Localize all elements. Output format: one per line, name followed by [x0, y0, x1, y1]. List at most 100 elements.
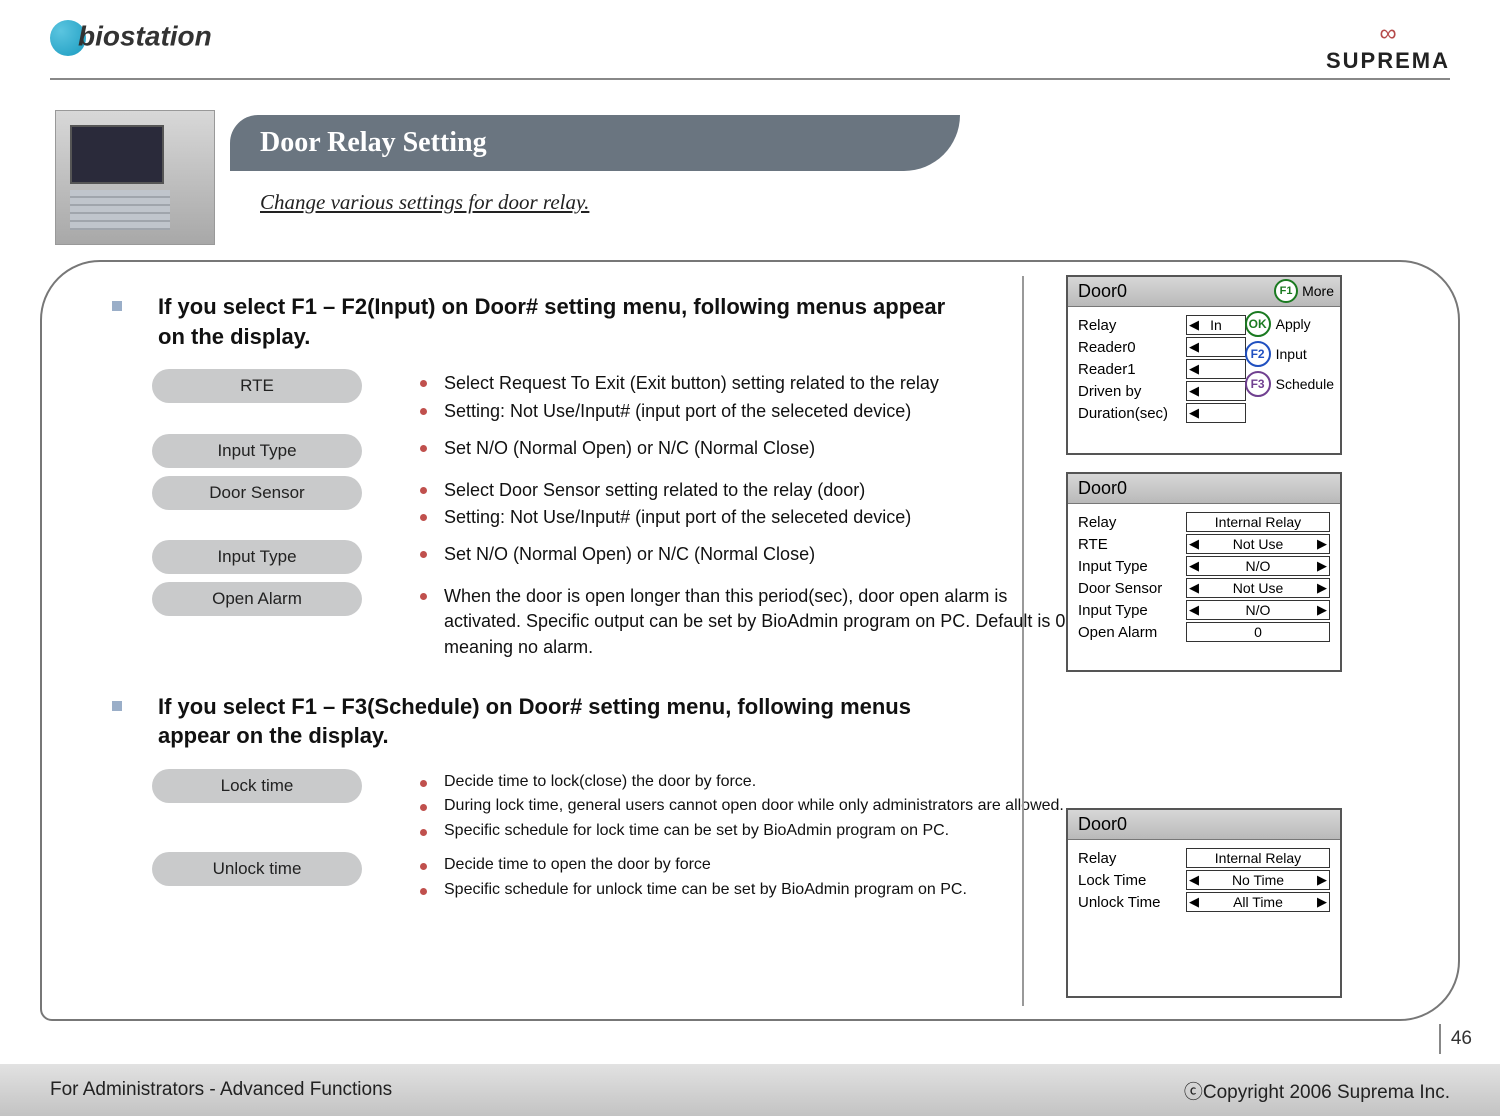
bullet-list: Select Request To Exit (Exit button) set… [416, 369, 1076, 425]
infinity-icon: ∞ [1326, 20, 1450, 48]
lcd-panel-3: Door0 RelayInternal RelayLock TimeNo Tim… [1066, 808, 1342, 998]
lcd-field-label: Driven by [1078, 383, 1186, 400]
logo-suprema: ∞ SUPREMA [1326, 20, 1450, 74]
bullet-list: Set N/O (Normal Open) or N/C (Normal Clo… [416, 434, 1076, 463]
bullet-item: Decide time to lock(close) the door by f… [416, 771, 1076, 793]
section-1-text: If you select F1 – F2(Input) on Door# se… [158, 292, 948, 351]
device-thumbnail [55, 110, 215, 245]
f2-label: Input [1276, 346, 1307, 362]
lcd1-header: Door0 F1 More [1068, 277, 1340, 307]
lcd-value-box[interactable] [1186, 403, 1246, 423]
lcd-value-box[interactable]: In [1186, 315, 1246, 335]
lcd-value-box[interactable]: All Time [1186, 892, 1330, 912]
lcd-field-label: Reader0 [1078, 339, 1186, 356]
bullet-item: Select Request To Exit (Exit button) set… [416, 371, 1076, 396]
square-bullet-icon [112, 701, 122, 711]
lcd-field-row: Input TypeN/O [1078, 556, 1330, 576]
lcd-field-label: Unlock Time [1078, 894, 1186, 911]
lcd3-header: Door0 [1068, 810, 1340, 840]
lcd-field-label: Duration(sec) [1078, 405, 1186, 422]
footer-right: ⓒCopyright 2006 Suprema Inc. [1184, 1077, 1450, 1104]
lcd-field-row: RelayInternal Relay [1078, 512, 1330, 532]
logo-left-text: biostation [78, 20, 212, 51]
lcd-field-label: Relay [1078, 514, 1186, 531]
lcd-field-row: RTENot Use [1078, 534, 1330, 554]
bullet-item: Select Door Sensor setting related to th… [416, 478, 1076, 503]
bullet-item: Set N/O (Normal Open) or N/C (Normal Clo… [416, 542, 1076, 567]
bullet-list: When the door is open longer than this p… [416, 582, 1076, 662]
lcd-value-box[interactable] [1186, 337, 1246, 357]
logo-biostation: biostation [50, 20, 212, 56]
ok-icon: OK [1245, 311, 1271, 337]
lcd2-body: RelayInternal RelayRTENot UseInput TypeN… [1068, 504, 1340, 654]
lcd-field-row: Door SensorNot Use [1078, 578, 1330, 598]
lcd-field-label: Reader1 [1078, 361, 1186, 378]
bullet-item: Decide time to open the door by force [416, 854, 1076, 876]
f2-icon: F2 [1245, 341, 1271, 367]
ok-apply-button[interactable]: OK Apply [1245, 311, 1334, 337]
lcd-field-label: Lock Time [1078, 872, 1186, 889]
ok-label: Apply [1276, 316, 1311, 332]
f3-schedule-button[interactable]: F3 Schedule [1245, 371, 1334, 397]
bullet-list: Decide time to open the door by force Spe… [416, 852, 1076, 903]
lcd-value-box[interactable] [1186, 381, 1246, 401]
vertical-divider [1022, 276, 1024, 1006]
lcd1-fn-buttons: OK Apply F2 Input F3 Schedule [1245, 311, 1334, 397]
logo-right-text: SUPREMA [1326, 48, 1450, 73]
bullet-item: Setting: Not Use/Input# (input port of t… [416, 505, 1076, 530]
lcd-field-row: Unlock TimeAll Time [1078, 892, 1330, 912]
lcd-field-label: Relay [1078, 317, 1186, 334]
setting-pill: Input Type [152, 434, 362, 468]
bullet-list: Select Door Sensor setting related to th… [416, 476, 1076, 532]
lcd-field-row: Lock TimeNo Time [1078, 870, 1330, 890]
lcd-value-box[interactable]: Not Use [1186, 578, 1330, 598]
setting-pill: Open Alarm [152, 582, 362, 616]
setting-pill: RTE [152, 369, 362, 403]
bullet-item: Specific schedule for unlock time can be… [416, 879, 1076, 901]
bullet-item: Setting: Not Use/Input# (input port of t… [416, 399, 1076, 424]
bullet-item: Specific schedule for lock time can be s… [416, 820, 1076, 842]
lcd-value-box[interactable]: No Time [1186, 870, 1330, 890]
lcd2-header: Door0 [1068, 474, 1340, 504]
lcd1-body: Relay InReader0 Reader1 Driven by Duration(… [1068, 307, 1340, 435]
footer: For Administrators - Advanced Functions … [0, 1064, 1500, 1116]
lcd-panel-1: Door0 F1 More Relay InReader0 Reader1 Driv… [1066, 275, 1342, 455]
lcd-field-label: Open Alarm [1078, 624, 1186, 641]
lcd-value-box[interactable] [1186, 359, 1246, 379]
lcd-value-box[interactable]: Not Use [1186, 534, 1330, 554]
setting-pill: Door Sensor [152, 476, 362, 510]
bullet-item: During lock time, general users cannot o… [416, 795, 1076, 817]
page-number: 46 [1439, 1024, 1472, 1054]
title-text: Door Relay Setting [260, 127, 487, 158]
setting-pill: Lock time [152, 769, 362, 803]
lcd-panel-2: Door0 RelayInternal RelayRTENot UseInput… [1066, 472, 1342, 672]
lcd3-title: Door0 [1078, 814, 1127, 834]
f3-icon: F3 [1245, 371, 1271, 397]
lcd-value-box: Internal Relay [1186, 848, 1330, 868]
square-bullet-icon [112, 301, 122, 311]
lcd-field-row: Input TypeN/O [1078, 600, 1330, 620]
lcd-value-box: 0 [1186, 622, 1330, 642]
lcd1-title: Door0 [1078, 281, 1127, 301]
lcd-field-row: Open Alarm0 [1078, 622, 1330, 642]
lcd-field-label: Relay [1078, 850, 1186, 867]
bullet-list: Decide time to lock(close) the door by f… [416, 769, 1076, 844]
lcd-value-box[interactable]: N/O [1186, 600, 1330, 620]
f3-label: Schedule [1276, 376, 1334, 392]
lcd2-title: Door0 [1078, 478, 1127, 498]
lcd-value-box: Internal Relay [1186, 512, 1330, 532]
page-title: Door Relay Setting [230, 115, 960, 171]
f1-more-button[interactable]: F1 More [1274, 279, 1334, 303]
footer-left: For Administrators - Advanced Functions [50, 1079, 392, 1101]
lcd-field-label: RTE [1078, 536, 1186, 553]
lcd-field-label: Door Sensor [1078, 580, 1186, 597]
lcd-field-row: Duration(sec) [1078, 403, 1330, 423]
f2-input-button[interactable]: F2 Input [1245, 341, 1334, 367]
lcd3-body: RelayInternal RelayLock TimeNo TimeUnloc… [1068, 840, 1340, 924]
lcd-value-box[interactable]: N/O [1186, 556, 1330, 576]
page-subtitle: Change various settings for door relay. [260, 190, 589, 215]
bullet-list: Set N/O (Normal Open) or N/C (Normal Clo… [416, 540, 1076, 569]
section-2-text: If you select F1 – F3(Schedule) on Door#… [158, 692, 948, 751]
section-2-heading: If you select F1 – F3(Schedule) on Door#… [112, 692, 1418, 751]
f1-icon: F1 [1274, 279, 1298, 303]
